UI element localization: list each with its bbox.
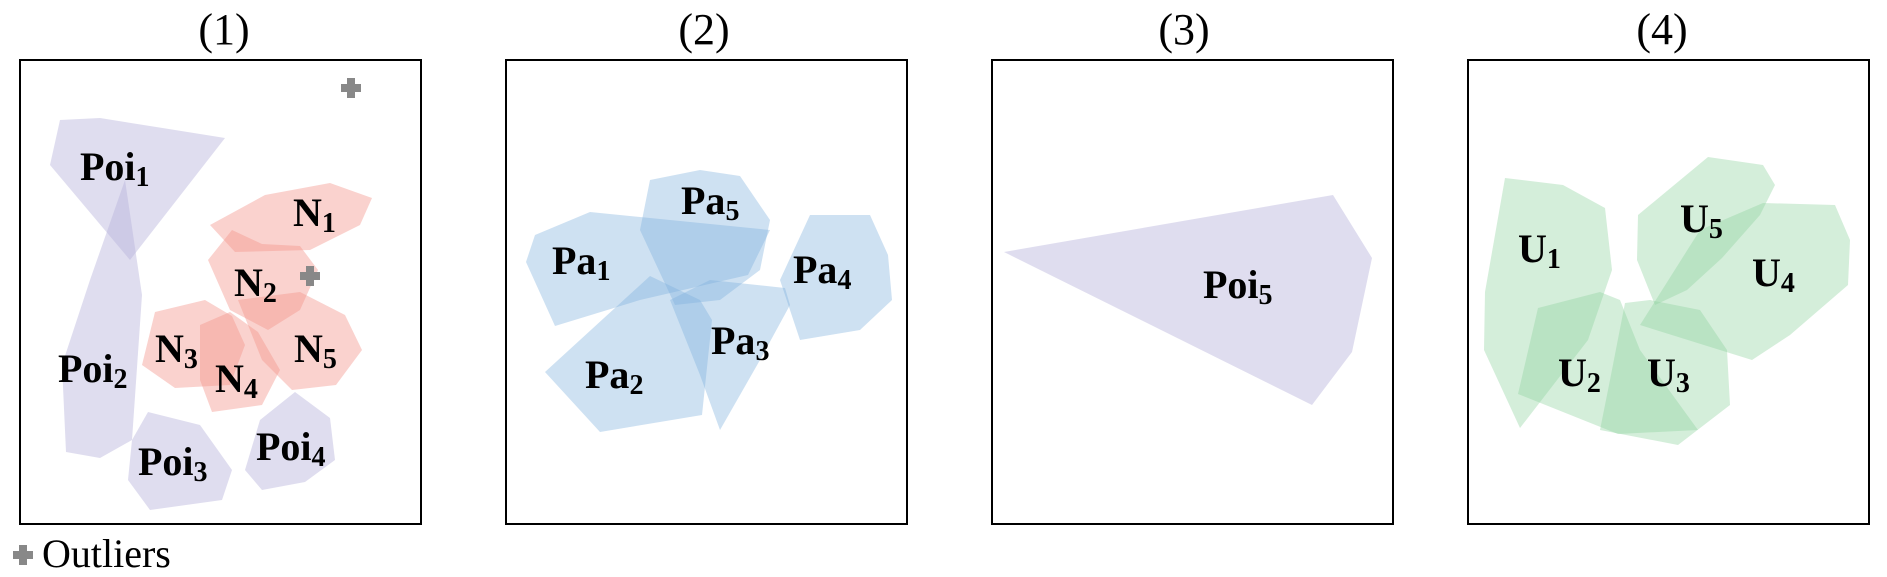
n1-region [210,183,372,252]
panel-3-frame [991,59,1394,525]
u3-label: U3 [1647,350,1690,399]
u4-region [1640,203,1850,360]
poi2-region [62,180,142,458]
panel-4-title: (4) [1636,5,1687,54]
pa3-region [670,280,790,430]
outlier-legend-icon [13,545,33,565]
u4-label: U4 [1752,250,1795,299]
poi3-region [128,412,232,510]
pa4-region [780,215,892,340]
u3-region [1600,300,1730,445]
pa4-label: Pa4 [793,247,851,296]
poi5-region [1004,195,1372,405]
pa5-label: Pa5 [681,178,739,227]
u5-region [1637,157,1775,305]
poi5-label: Poi5 [1203,262,1273,311]
panel-2-frame [505,59,908,525]
poi3-label: Poi3 [138,439,208,488]
u2-region [1518,292,1698,434]
panel-3-title: (3) [1158,5,1209,54]
pa5-region [640,170,770,305]
panel-1: Poi1 Poi2 Poi3 Poi4 N1 N2 N3 N4 N5 [19,59,422,525]
poi4-region [245,392,335,490]
n5-label: N5 [294,326,337,375]
poi2-label: Poi2 [58,346,128,395]
panel-4: U1 U2 U3 U4 U5 [1467,59,1870,525]
poi4-label: Poi4 [256,424,326,473]
legend: Outliers [13,531,171,576]
poi1-region [50,118,225,260]
u1-label: U1 [1518,226,1561,275]
pa2-label: Pa2 [585,352,643,401]
n3-label: N3 [155,326,198,375]
n3-region [142,300,245,388]
panel-2-title: (2) [678,5,729,54]
outlier-marker [300,266,320,286]
u2-label: U2 [1558,350,1601,399]
panel-1-frame [19,59,422,525]
u5-label: U5 [1680,196,1723,245]
panel-3: Poi5 [991,59,1394,525]
n1-label: N1 [293,190,336,239]
pa2-region [545,276,712,432]
legend-label: Outliers [42,531,171,576]
n5-region [238,292,362,390]
n2-region [208,230,318,330]
poi1-label: Poi1 [80,144,150,193]
n4-region [200,312,280,412]
n4-label: N4 [215,356,258,405]
panel-1-title: (1) [198,5,249,54]
u1-region [1484,178,1612,428]
pa3-label: Pa3 [711,318,769,367]
panel-2: Pa1 Pa2 Pa3 Pa4 Pa5 [505,59,908,525]
outlier-marker [341,78,361,98]
panel-4-frame [1467,59,1870,525]
n2-label: N2 [234,260,277,309]
pa1-region [526,212,770,326]
pa1-label: Pa1 [552,238,610,287]
